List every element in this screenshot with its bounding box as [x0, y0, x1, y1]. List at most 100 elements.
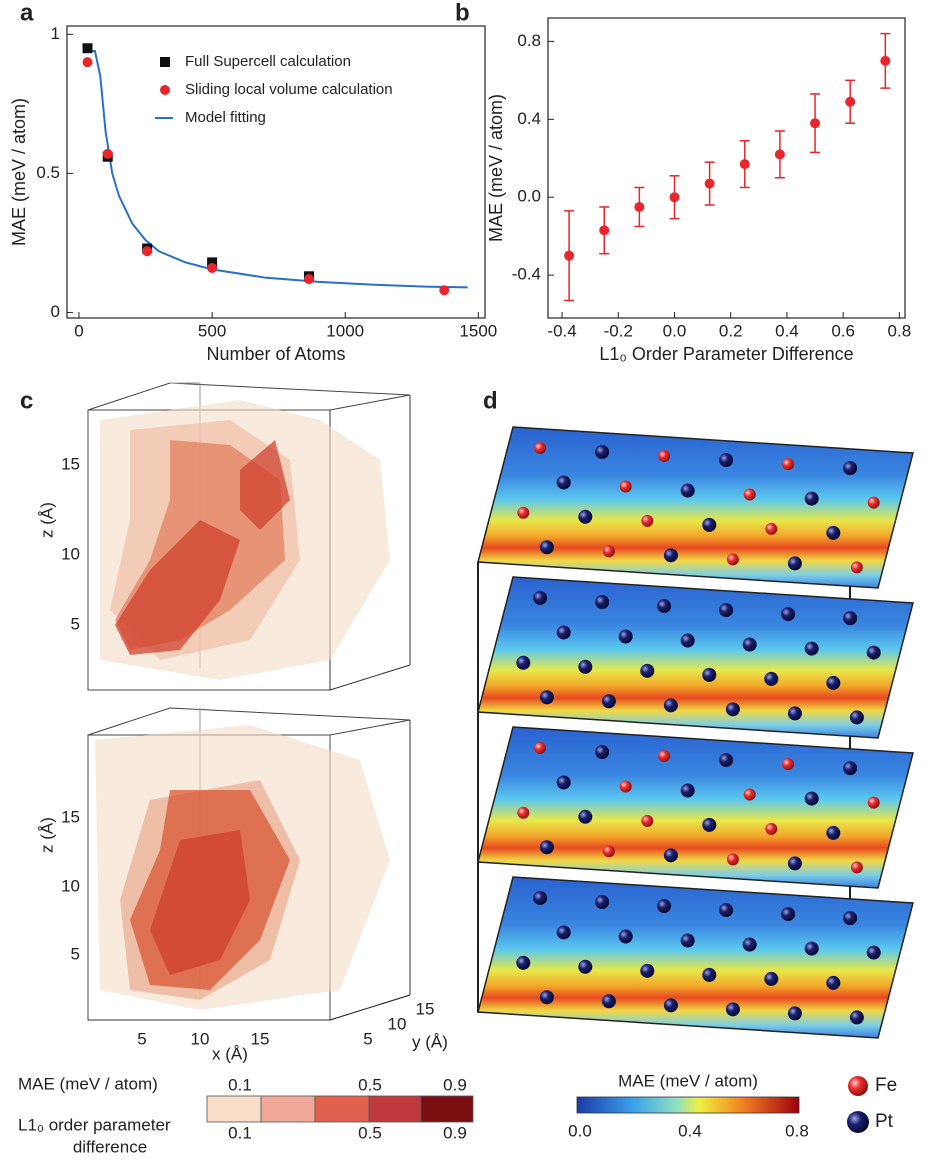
point [82, 57, 93, 68]
pt-atom [826, 975, 841, 990]
fe-atom [726, 553, 739, 566]
colorbar [206, 1095, 474, 1123]
fe-atom [743, 488, 756, 501]
pt-atom [539, 840, 554, 855]
point [82, 43, 93, 54]
fe-atom [850, 861, 863, 874]
fe-atom [850, 561, 863, 574]
x-tick-label: 0.2 [719, 321, 743, 340]
fe-atom [726, 853, 739, 866]
pt-atom [849, 710, 864, 725]
z-tick-label: 10 [61, 544, 80, 563]
pt-atom [618, 629, 633, 644]
colorbar-tick-label: 0.9 [443, 1075, 467, 1094]
colorbar-tick-label: 0.5 [358, 1123, 382, 1142]
legend-label: Fe [875, 1075, 897, 1096]
pt-atom [787, 1006, 802, 1021]
legend-marker [848, 1076, 868, 1096]
pt-atom [866, 645, 881, 660]
pt-atom [742, 637, 757, 652]
pt-atom [702, 517, 717, 532]
pt-atom [663, 848, 678, 863]
pt-atom [866, 945, 881, 960]
pt-atom [843, 911, 858, 926]
pt-atom [663, 548, 678, 563]
legend-marker [160, 57, 170, 67]
pt-atom [826, 825, 841, 840]
y-tick-label: -0.4 [512, 265, 541, 284]
pt-atom [804, 641, 819, 656]
fe-atom [619, 780, 632, 793]
x-tick-label: -0.4 [547, 321, 576, 340]
colorbar-label: MAE (meV / atom) [18, 1074, 158, 1093]
pt-atom [680, 933, 695, 948]
colorbar-label: L1₀ order parameter [18, 1115, 171, 1134]
colorbar-tick-label: 0.4 [678, 1121, 702, 1140]
point [207, 257, 218, 268]
x-tick-label: 1000 [326, 321, 364, 340]
x-label: x (Å) [212, 1044, 248, 1063]
fe-atom [765, 522, 778, 535]
fe-atom [867, 496, 880, 509]
fe-atom [867, 796, 880, 809]
pt-atom [702, 667, 717, 682]
x-tick-label: 0.8 [888, 321, 912, 340]
point [810, 118, 821, 129]
pt-atom [787, 706, 802, 721]
colorbar-tick-label: 0.5 [358, 1075, 382, 1094]
pt-atom [680, 633, 695, 648]
pt-atom [680, 483, 695, 498]
pt-atom [680, 783, 695, 798]
z-tick-label: 5 [71, 944, 80, 963]
pt-atom [516, 655, 531, 670]
y-tick-label: 5 [363, 1029, 372, 1048]
point [845, 96, 856, 107]
colorbar-label: difference [73, 1137, 147, 1156]
y-axis-label: MAE (meV / atom) [486, 94, 506, 242]
pt-atom [556, 625, 571, 640]
plot-frame [547, 17, 906, 319]
z-tick-label: 15 [61, 807, 80, 826]
pt-atom [640, 963, 655, 978]
point [142, 246, 153, 257]
plot-frame [66, 25, 486, 319]
fe-atom [641, 514, 654, 527]
pt-atom [556, 925, 571, 940]
pt-atom [601, 994, 616, 1009]
y-tick-label: 10 [388, 1014, 407, 1033]
pt-atom [618, 929, 633, 944]
fe-atom [602, 545, 615, 558]
pt-atom [663, 998, 678, 1013]
z-tick-label: 10 [61, 876, 80, 895]
point [774, 149, 785, 160]
pt-atom [843, 761, 858, 776]
pt-atom [702, 967, 717, 982]
z-tick-label: 5 [71, 614, 80, 633]
pt-atom [764, 671, 779, 686]
pt-atom [804, 491, 819, 506]
pt-atom [719, 603, 734, 618]
y-tick-label: 0.5 [36, 163, 60, 182]
pt-atom [657, 599, 672, 614]
point [739, 159, 750, 170]
pt-atom [640, 663, 655, 678]
pt-atom [533, 890, 548, 905]
point [439, 285, 450, 296]
legend-label: Sliding local volume calculation [185, 81, 393, 98]
x-axis-label: Number of Atoms [206, 344, 345, 364]
pt-atom [719, 753, 734, 768]
colorbar-tick-label: 0.1 [228, 1075, 252, 1094]
point [304, 274, 315, 285]
z-label: z (Å) [37, 502, 56, 538]
panel-label: b [455, 0, 470, 26]
pt-atom [539, 540, 554, 555]
legend-label: Pt [875, 1111, 894, 1132]
x-tick-label: 0 [74, 321, 83, 340]
fe-atom [765, 822, 778, 835]
y-axis-label: MAE (meV / atom) [9, 98, 29, 246]
pt-atom [657, 899, 672, 914]
legend-label: Model fitting [185, 109, 266, 126]
pt-atom [826, 525, 841, 540]
colorbar-label: MAE (meV / atom) [618, 1071, 758, 1090]
